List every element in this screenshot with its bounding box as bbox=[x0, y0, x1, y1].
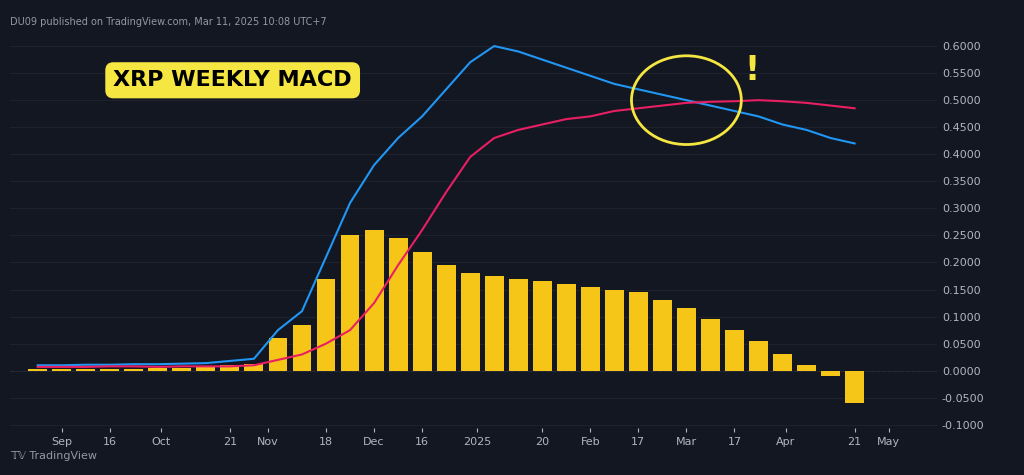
Bar bbox=[821, 370, 840, 376]
Bar bbox=[532, 281, 552, 370]
Bar bbox=[293, 325, 311, 370]
Bar bbox=[677, 308, 696, 371]
Bar bbox=[148, 368, 167, 370]
Text: 𝕋𝕍 TradingView: 𝕋𝕍 TradingView bbox=[10, 451, 97, 461]
Bar bbox=[100, 369, 119, 370]
Bar bbox=[461, 273, 479, 370]
Bar bbox=[172, 368, 191, 370]
Bar bbox=[701, 319, 720, 371]
Bar bbox=[389, 238, 408, 370]
Bar bbox=[725, 330, 743, 371]
Bar bbox=[773, 354, 792, 371]
Text: DU09 published on TradingView.com, Mar 11, 2025 10:08 UTC+7: DU09 published on TradingView.com, Mar 1… bbox=[10, 17, 327, 27]
Bar bbox=[197, 368, 215, 371]
Text: !: ! bbox=[744, 54, 759, 87]
Bar bbox=[52, 369, 71, 370]
Bar bbox=[220, 365, 240, 371]
Bar bbox=[629, 292, 648, 370]
Bar bbox=[605, 290, 624, 370]
Bar bbox=[245, 364, 263, 370]
Text: XRP WEEKLY MACD: XRP WEEKLY MACD bbox=[114, 70, 352, 90]
Bar bbox=[509, 279, 527, 370]
Bar bbox=[484, 276, 504, 370]
Bar bbox=[581, 287, 600, 370]
Bar bbox=[77, 369, 95, 370]
Bar bbox=[557, 284, 575, 370]
Bar bbox=[124, 369, 143, 370]
Bar bbox=[653, 300, 672, 370]
Bar bbox=[268, 338, 288, 370]
Bar bbox=[341, 236, 359, 370]
Bar bbox=[316, 279, 336, 370]
Bar bbox=[845, 370, 864, 403]
Bar bbox=[365, 230, 384, 370]
Bar bbox=[436, 265, 456, 370]
Bar bbox=[413, 252, 431, 370]
Bar bbox=[797, 365, 816, 371]
Bar bbox=[29, 369, 47, 370]
Bar bbox=[749, 341, 768, 371]
